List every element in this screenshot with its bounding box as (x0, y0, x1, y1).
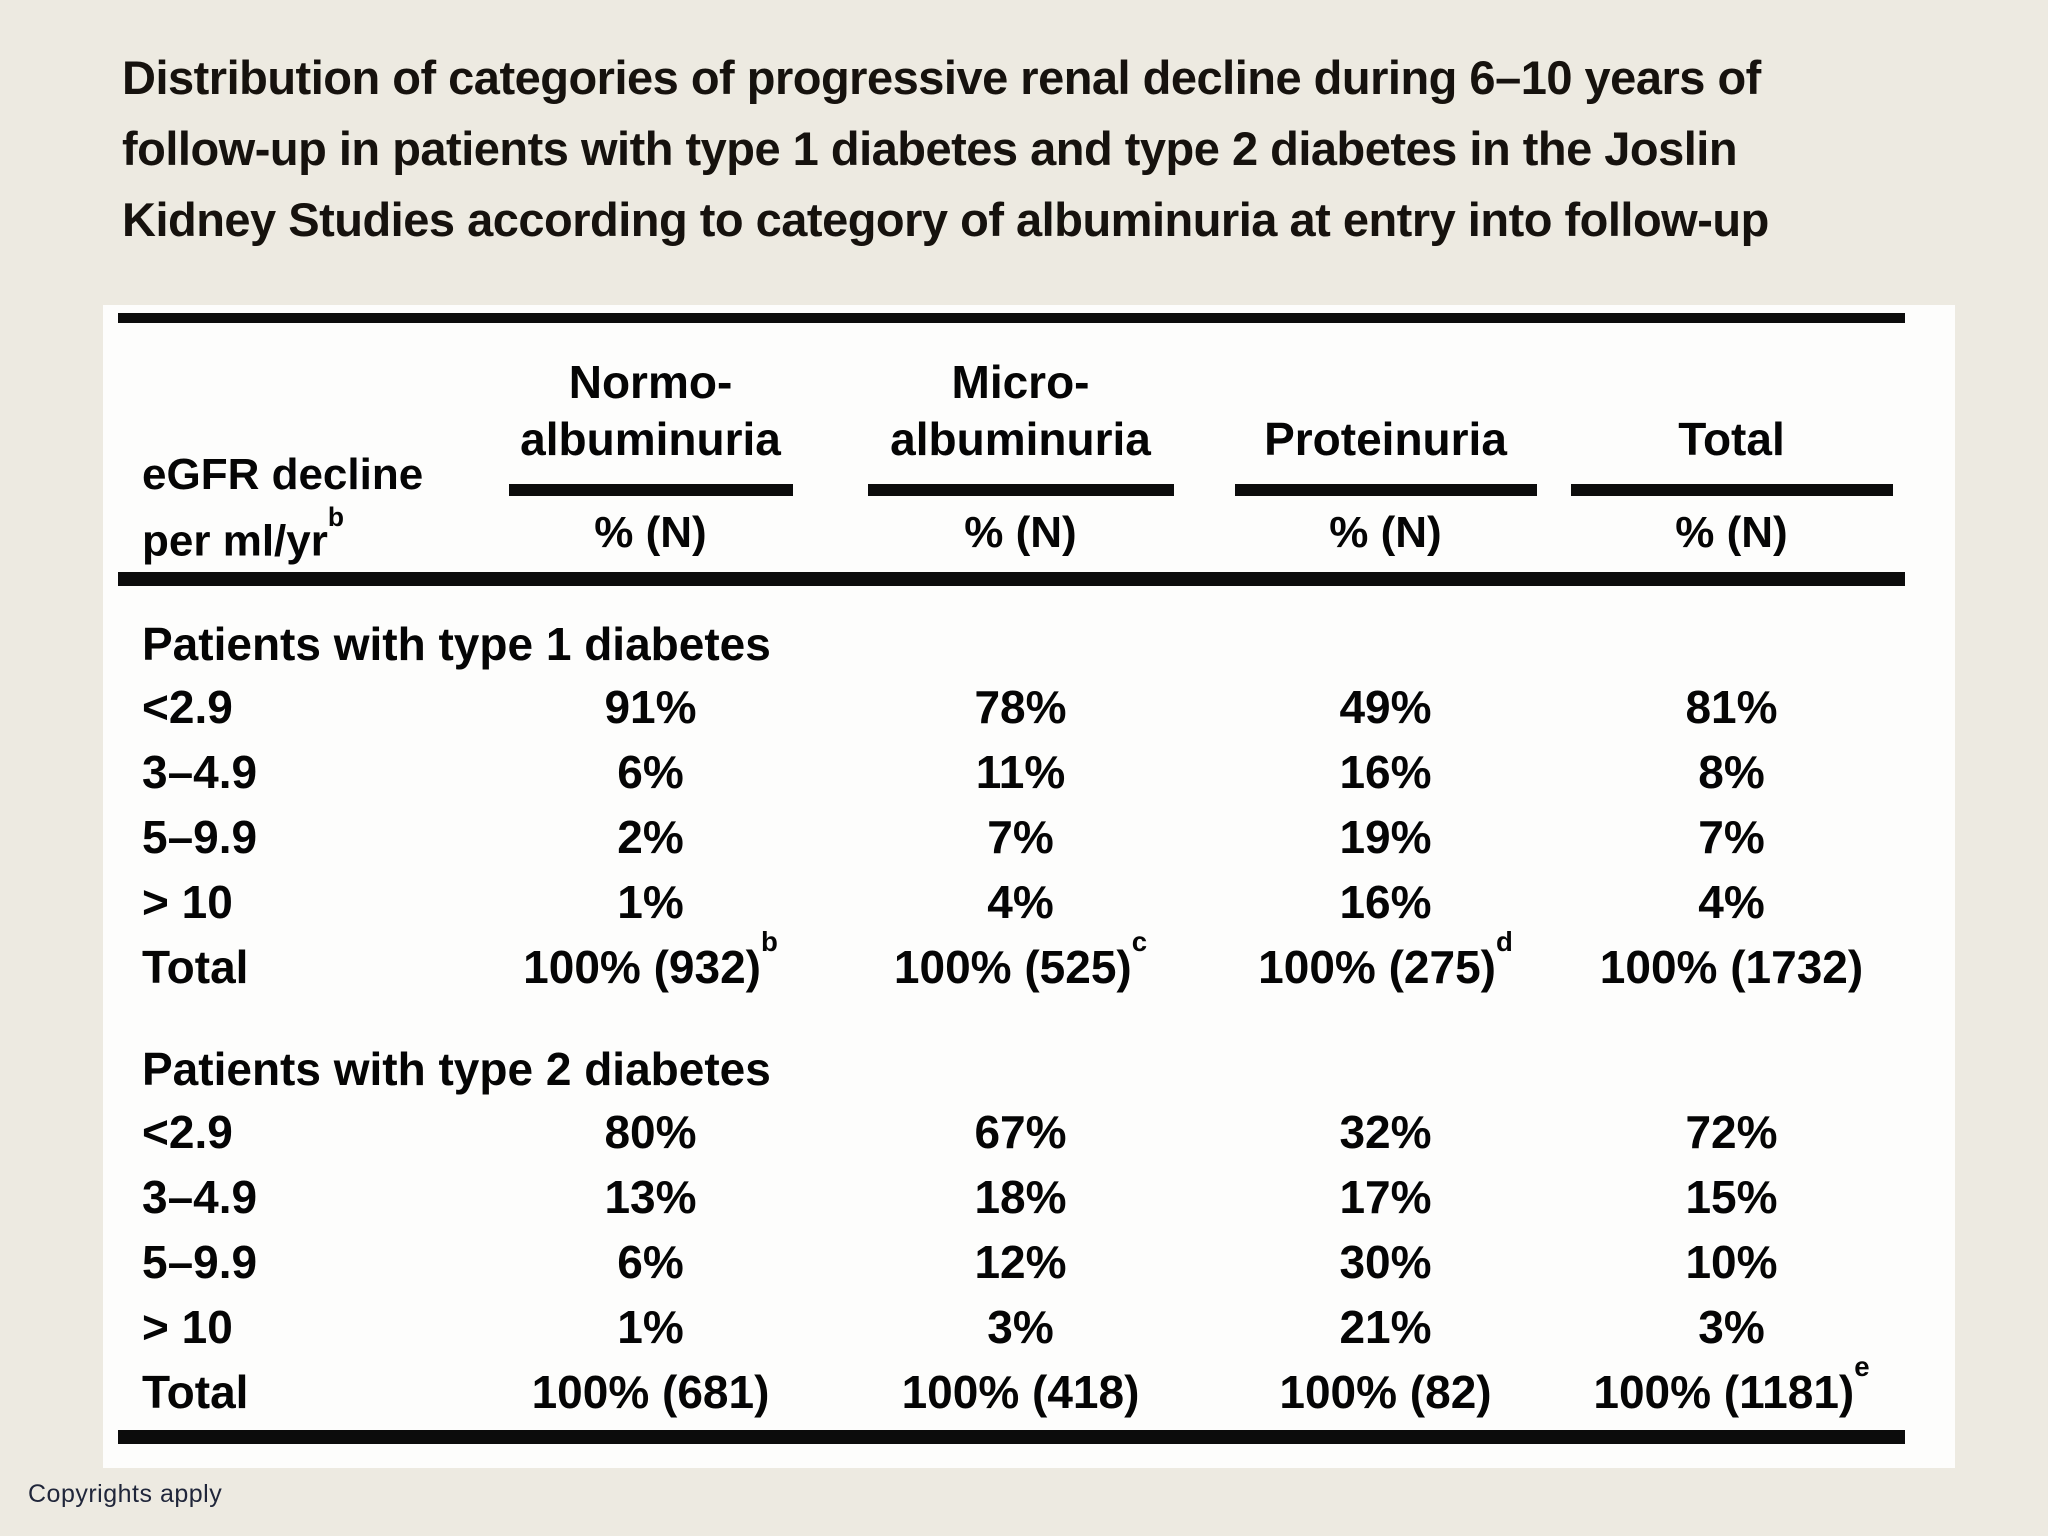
value-cell: 1% (617, 875, 684, 928)
title-line: follow-up in patients with type 1 diabet… (122, 122, 1738, 175)
table-row: 3–4.9 6% 11% 16% 8% (118, 739, 1905, 804)
footnote-marker: c (1131, 926, 1148, 957)
column-underline (867, 484, 1174, 496)
table-row: 5–9.9 6% 12% 30% 10% (118, 1229, 1905, 1294)
row-label: <2.9 (142, 680, 233, 733)
value-cell: 16% (1339, 745, 1432, 798)
table-header-rule (118, 572, 1905, 586)
value-cell: 6% (617, 745, 684, 798)
value-cell: 72% (1685, 1105, 1778, 1158)
value-cell: 11% (975, 745, 1066, 798)
title-line: Distribution of categories of progressiv… (122, 51, 1761, 104)
value-cell: 3% (987, 1300, 1054, 1353)
row-label: > 10 (142, 875, 233, 928)
column-subtitle: % (N) (964, 508, 1077, 557)
table-row: <2.9 80% 67% 32% 72% (118, 1099, 1905, 1164)
value-cell: 1% (617, 1300, 684, 1353)
value-cell: 15% (1685, 1170, 1778, 1223)
value-cell: 3% (1698, 1300, 1765, 1353)
column-underline (1234, 484, 1537, 496)
footnote-marker: b (760, 926, 778, 957)
value-cell: 4% (987, 875, 1054, 928)
value-cell: 16% (1339, 875, 1432, 928)
column-header-total: Total % (N) (1558, 411, 1905, 572)
footnote-marker: d (1495, 926, 1513, 957)
row-label: 5–9.9 (142, 1235, 258, 1288)
table-row: Total 100% (932)b 100% (525)c 100% (275)d 10… (118, 926, 1905, 999)
value-cell: 100% (525)c (893, 926, 1148, 993)
table-panel: eGFR decline per ml/yrb Normo- albuminur… (103, 305, 1955, 1468)
value-cell: 2% (617, 810, 684, 863)
row-header-line1: eGFR decline (142, 450, 424, 500)
table-row: > 10 1% 4% 16% 4% (118, 869, 1905, 934)
value-cell: 78% (974, 680, 1067, 733)
column-underline (1570, 484, 1893, 496)
value-cell: 49% (1339, 680, 1432, 733)
table-header: eGFR decline per ml/yrb Normo- albuminur… (118, 323, 1905, 572)
value-cell: 21% (1339, 1300, 1432, 1353)
column-title-line1: Micro- (951, 356, 1090, 408)
row-label: Total (142, 1365, 249, 1418)
table-row: 3–4.9 13% 18% 17% 15% (118, 1164, 1905, 1229)
value-cell: 7% (987, 810, 1054, 863)
row-label: 3–4.9 (142, 745, 258, 798)
column-subtitle: % (N) (594, 508, 707, 557)
column-title-line1: Normo- (568, 356, 733, 408)
section-header: Patients with type 2 diabetes (142, 1043, 771, 1095)
value-cell: 19% (1339, 810, 1432, 863)
table-row: <2.9 91% 78% 49% 81% (118, 674, 1905, 739)
column-title-line2: Total (1678, 413, 1785, 465)
value-cell: 67% (974, 1105, 1067, 1158)
value-cell: 100% (1732) (1599, 940, 1864, 993)
value-cell: 7% (1698, 810, 1765, 863)
row-label: <2.9 (142, 1105, 233, 1158)
slide-title: Distribution of categories of progressiv… (122, 42, 1952, 255)
value-cell: 18% (974, 1170, 1067, 1223)
column-title-line2: Proteinuria (1264, 413, 1507, 465)
column-underline (508, 484, 793, 496)
value-cell: 30% (1339, 1235, 1432, 1288)
row-label: 5–9.9 (142, 810, 258, 863)
row-label: Total (142, 940, 249, 993)
column-header-normoalbuminuria: Normo- albuminuria % (N) (473, 354, 828, 572)
row-header-line2: per ml/yrb (142, 501, 344, 566)
value-cell: 6% (617, 1235, 684, 1288)
table-row: 5–9.9 2% 7% 19% 7% (118, 804, 1905, 869)
value-cell: 32% (1339, 1105, 1432, 1158)
table-bottom-rule (118, 1430, 1905, 1444)
value-cell: 81% (1685, 680, 1778, 733)
table-top-rule (118, 313, 1905, 323)
value-cell: 100% (418) (901, 1365, 1140, 1418)
value-cell: 100% (1181)e (1593, 1351, 1870, 1418)
column-title-line2: albuminuria (520, 413, 781, 465)
column-header-proteinuria: Proteinuria % (N) (1213, 411, 1558, 572)
column-subtitle: % (N) (1675, 508, 1788, 557)
value-cell: 12% (974, 1235, 1067, 1288)
row-header-label: eGFR decline per ml/yrb (118, 446, 473, 572)
value-cell: 8% (1698, 745, 1765, 798)
value-cell: 100% (82) (1279, 1365, 1492, 1418)
value-cell: 100% (932)b (523, 926, 778, 993)
section-header: Patients with type 1 diabetes (142, 618, 771, 670)
value-cell: 4% (1698, 875, 1765, 928)
column-title-line2: albuminuria (890, 413, 1151, 465)
table-row: > 10 1% 3% 21% 3% (118, 1294, 1905, 1359)
table-row: Total 100% (681) 100% (418) 100% (82) 100% (… (118, 1351, 1905, 1424)
value-cell: 100% (275)d (1258, 926, 1513, 993)
value-cell: 80% (604, 1105, 697, 1158)
column-subtitle: % (N) (1329, 508, 1442, 557)
title-line: Kidney Studies according to category of … (122, 193, 1769, 246)
value-cell: 13% (604, 1170, 697, 1223)
value-cell: 91% (604, 680, 697, 733)
row-label: > 10 (142, 1300, 233, 1353)
value-cell: 17% (1339, 1170, 1432, 1223)
footnote-marker: e (1854, 1351, 1870, 1382)
table-body: Patients with type 1 diabetes <2.9 91% 78% 4… (103, 614, 1955, 1424)
value-cell: 10% (1685, 1235, 1778, 1288)
column-header-microalbuminuria: Micro- albuminuria % (N) (828, 354, 1213, 572)
copyright-note: Copyrights apply (28, 1480, 223, 1508)
value-cell: 100% (681) (531, 1365, 770, 1418)
footnote-marker: b (327, 501, 344, 532)
row-label: 3–4.9 (142, 1170, 258, 1223)
